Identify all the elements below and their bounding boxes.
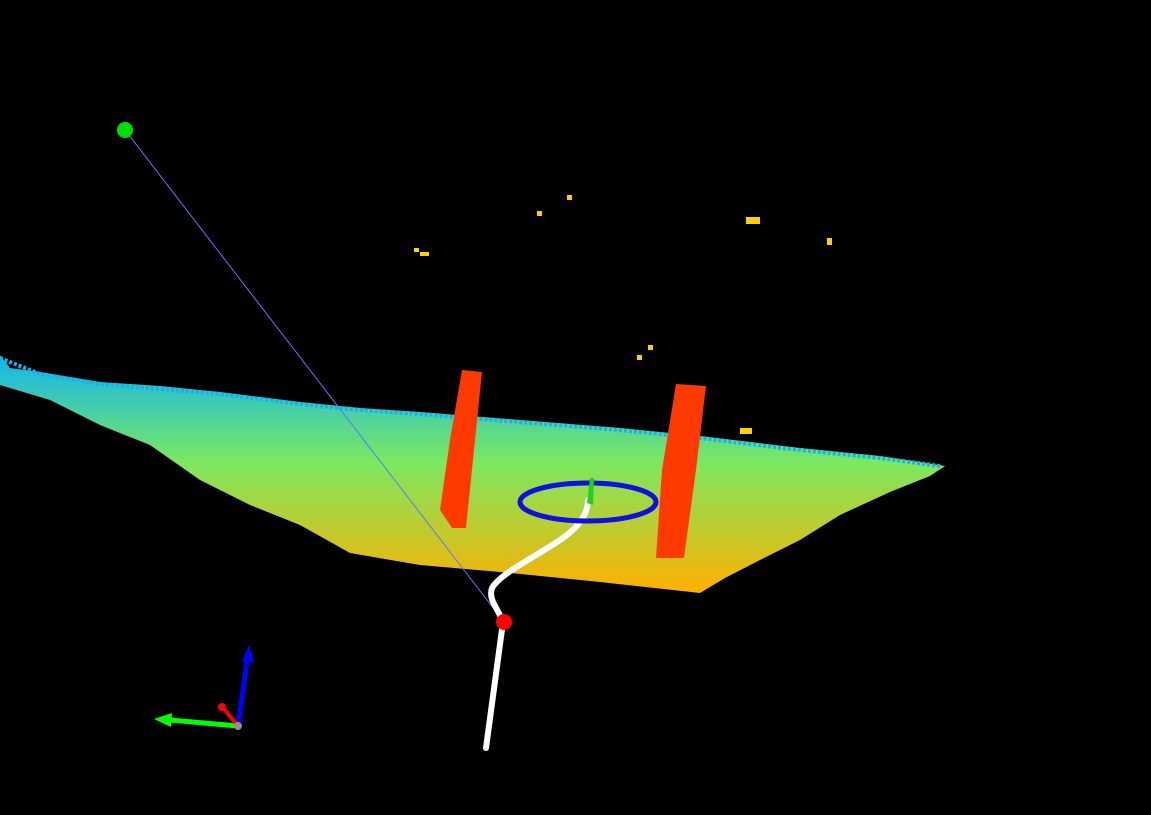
noise-point xyxy=(740,428,752,434)
noise-point xyxy=(567,195,572,200)
noise-point xyxy=(420,252,429,256)
planned-path xyxy=(483,497,591,751)
noise-point xyxy=(746,217,760,224)
ray-line xyxy=(124,129,505,623)
xyz-axes-gizmo xyxy=(154,645,254,730)
axis-z-arrow-icon xyxy=(242,645,254,662)
axis-x-tip-icon xyxy=(218,703,226,711)
noise-point xyxy=(637,355,642,360)
noise-point xyxy=(827,238,832,245)
obstacle-post-right xyxy=(656,384,706,558)
robot-marker[interactable] xyxy=(496,614,512,630)
floor-edge-noise xyxy=(0,356,941,468)
goal-ring-marker[interactable] xyxy=(517,480,659,524)
floor-point-cloud xyxy=(0,355,945,593)
axis-z-line xyxy=(235,654,251,727)
axis-y-line xyxy=(169,717,239,729)
noise-point xyxy=(648,345,653,350)
noise-point xyxy=(537,211,542,216)
noise-points xyxy=(414,195,832,434)
start-marker[interactable] xyxy=(117,122,133,138)
axis-y-arrow-icon xyxy=(154,713,172,727)
noise-point xyxy=(414,248,419,252)
goal-arrow-icon xyxy=(587,478,594,505)
axis-origin xyxy=(234,722,242,730)
obstacle-post-left xyxy=(440,370,482,528)
